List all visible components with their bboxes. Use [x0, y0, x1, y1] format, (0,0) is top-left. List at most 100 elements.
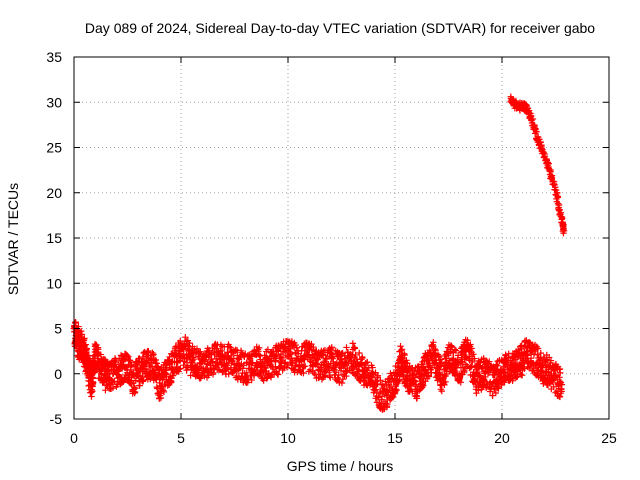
data-point-marker: [302, 362, 309, 370]
data-point-marker: [546, 167, 553, 175]
data-point-marker: [557, 209, 565, 216]
data-point-marker: [457, 379, 464, 386]
data-point-marker: [78, 331, 86, 338]
data-point-marker: [159, 385, 166, 393]
data-point-marker: [403, 357, 410, 364]
data-point-marker: [547, 166, 554, 174]
data-point-marker: [187, 372, 194, 379]
data-point-marker: [338, 379, 346, 387]
data-point-marker: [97, 351, 104, 358]
data-point-marker: [327, 374, 334, 381]
data-point-marker: [145, 347, 152, 355]
data-point-marker: [385, 389, 392, 396]
data-point-marker: [558, 381, 566, 388]
data-point-marker: [419, 381, 426, 388]
data-point-marker: [475, 387, 482, 394]
data-point-marker: [343, 344, 350, 351]
x-axis-title: GPS time / hours: [287, 458, 394, 474]
data-point-marker: [468, 345, 475, 352]
data-point-marker: [413, 395, 421, 402]
data-point-marker: [548, 174, 556, 182]
data-point-marker: [547, 357, 555, 364]
x-tick-label: 25: [601, 430, 617, 446]
data-point-marker: [550, 383, 557, 391]
data-point-marker: [512, 374, 520, 381]
data-point-marker: [298, 347, 305, 354]
data-point-marker: [438, 387, 445, 395]
data-point-marker: [343, 372, 350, 380]
data-point-marker: [186, 339, 193, 347]
data-point-marker: [356, 349, 363, 357]
data-point-marker: [420, 382, 427, 389]
data-series: [507, 93, 568, 237]
data-point-marker: [377, 388, 384, 396]
data-point-marker: [193, 345, 201, 352]
data-point-marker: [162, 371, 170, 379]
data-point-marker: [195, 349, 203, 356]
data-point-marker: [182, 333, 189, 341]
axis-ticks: [73, 56, 610, 420]
data-point-marker: [274, 371, 282, 378]
data-point-marker: [310, 343, 317, 351]
data-point-marker: [126, 356, 134, 364]
grid-lines: [74, 57, 609, 419]
data-point-marker: [558, 388, 565, 395]
data-point-marker: [482, 384, 490, 391]
data-point-marker: [532, 128, 540, 136]
data-point-marker: [560, 227, 568, 234]
data-point-marker: [425, 356, 432, 364]
data-point-marker: [311, 371, 319, 378]
data-point-marker: [156, 379, 163, 387]
y-tick-label: 30: [46, 94, 62, 110]
data-point-marker: [385, 375, 393, 382]
data-point-marker: [304, 351, 312, 358]
data-point-marker: [444, 349, 451, 356]
data-point-marker: [444, 352, 452, 359]
data-point-marker: [541, 150, 548, 158]
data-point-marker: [369, 364, 376, 371]
data-point-marker: [556, 393, 564, 401]
y-tick-label: -5: [50, 411, 63, 427]
data-point-marker: [398, 346, 406, 353]
data-point-marker: [441, 381, 448, 389]
data-point-marker: [300, 369, 307, 377]
data-point-marker: [227, 364, 235, 371]
data-point-marker: [159, 387, 167, 394]
data-points: [70, 93, 568, 413]
data-point-marker: [140, 377, 147, 384]
y-tick-label: 15: [46, 230, 62, 246]
data-point-marker: [451, 346, 459, 353]
data-point-marker: [283, 352, 291, 360]
data-point-marker: [109, 384, 117, 392]
data-point-marker: [410, 377, 417, 384]
data-point-marker: [557, 369, 564, 377]
data-point-marker: [139, 372, 146, 380]
data-point-marker: [357, 360, 365, 368]
data-point-marker: [167, 379, 174, 387]
x-tick-label: 20: [494, 430, 510, 446]
data-point-marker: [157, 394, 165, 402]
data-point-marker: [437, 356, 445, 363]
data-point-marker: [88, 388, 96, 395]
data-point-marker: [128, 361, 135, 369]
data-point-marker: [294, 350, 302, 357]
data-point-marker: [430, 339, 437, 346]
data-point-marker: [109, 378, 117, 386]
data-point-marker: [80, 336, 88, 344]
data-point-marker: [352, 351, 359, 359]
data-point-marker: [377, 377, 384, 384]
data-point-marker: [469, 358, 476, 366]
data-point-marker: [248, 376, 255, 384]
data-point-marker: [464, 337, 471, 344]
data-point-marker: [227, 344, 234, 351]
y-tick-label: 20: [46, 185, 62, 201]
data-point-marker: [142, 360, 149, 367]
data-point-marker: [501, 379, 508, 386]
data-point-marker: [264, 346, 272, 353]
data-point-marker: [293, 344, 300, 351]
data-point-marker: [491, 386, 498, 393]
data-point-marker: [326, 372, 333, 380]
data-point-marker: [471, 355, 478, 362]
data-point-marker: [123, 352, 131, 359]
